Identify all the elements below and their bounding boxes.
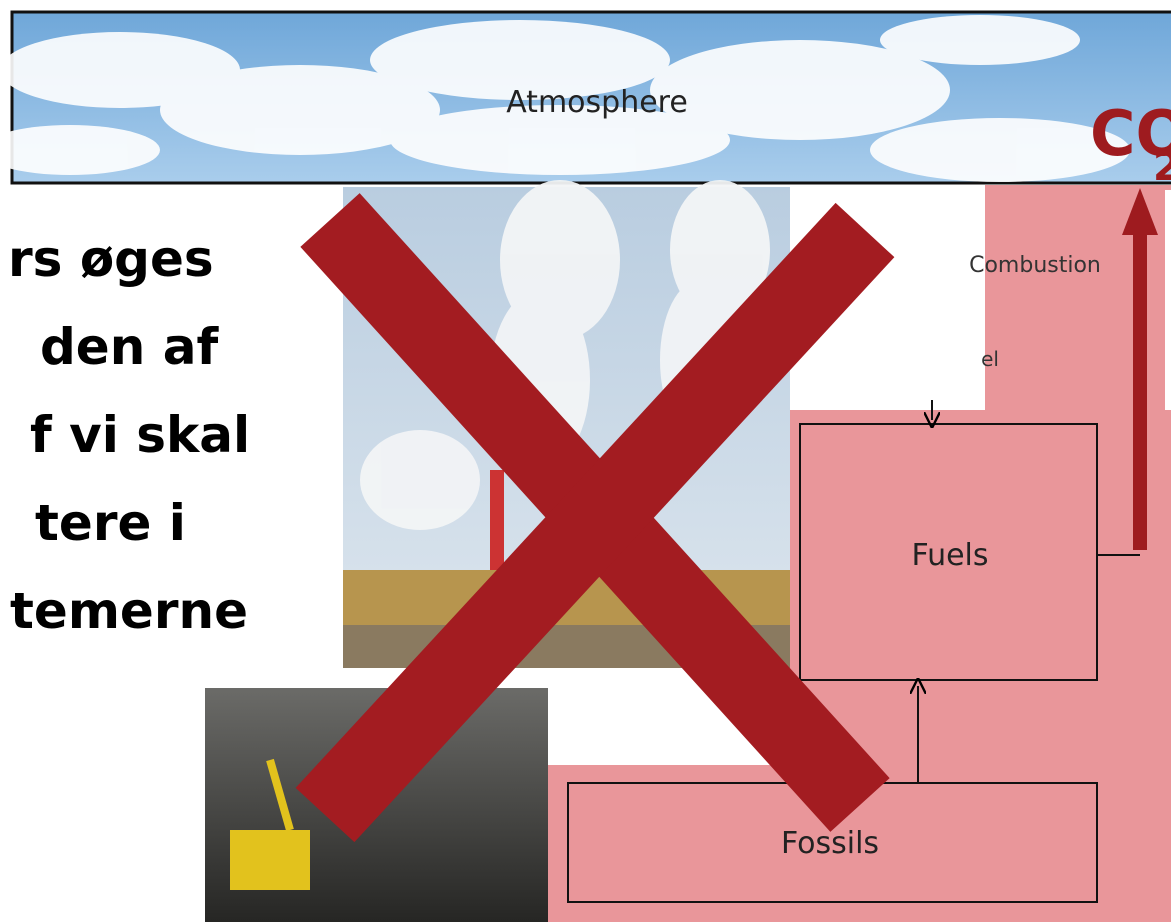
text-line: temerne (10, 582, 248, 640)
co2-subscript: 2 (1153, 144, 1171, 190)
co2-arrow-head (1122, 188, 1158, 235)
text-line: tere i (35, 494, 186, 552)
white-gap (1165, 190, 1171, 410)
fuels-box (799, 423, 1098, 681)
atmosphere-label: Atmosphere (506, 85, 688, 120)
text-line: f vi skal (30, 406, 250, 464)
text-line: den af (40, 318, 219, 376)
combustion-label: Combustion (969, 253, 1101, 278)
el-label: el (981, 347, 999, 371)
fuels-label: Fuels (911, 538, 988, 573)
cross-out (295, 193, 895, 843)
co2-label: CO (1090, 97, 1171, 170)
slide-text: rs øges den af f vi skal tere i temerne (8, 230, 250, 640)
fossils-label: Fossils (781, 826, 879, 861)
text-line: rs øges (8, 230, 214, 288)
atmosphere-box: Atmosphere (0, 10, 1171, 185)
